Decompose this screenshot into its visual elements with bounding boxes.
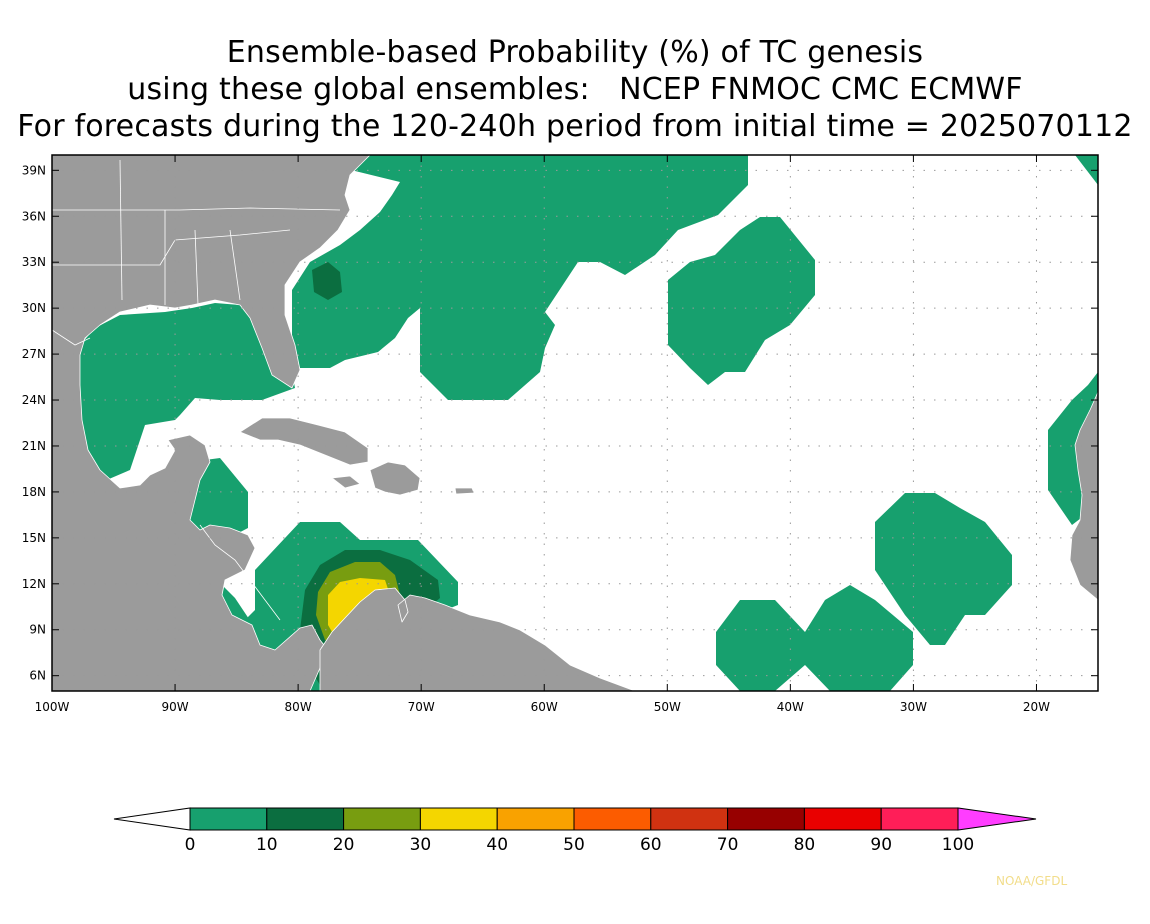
colorbar-swatch — [573, 807, 652, 831]
lat-tick-label: 9N — [29, 623, 46, 637]
land-south-america — [319, 587, 636, 691]
border-central-america — [199, 524, 281, 621]
title-line-1: Ensemble-based Probability (%) of TC gen… — [226, 35, 924, 70]
colorbar-swatch — [266, 807, 345, 831]
land-jamaica — [331, 475, 361, 489]
border-us-mexico — [52, 329, 91, 346]
title-line-2: using these global ensembles: NCEP FNMOC… — [127, 72, 1023, 107]
land-masses — [52, 155, 1098, 691]
longitude-axis: 100W 90W 80W 70W 60W 50W 40W 30W 20W — [35, 155, 1050, 714]
land-africa — [1069, 391, 1098, 601]
region-central-atlantic — [668, 217, 815, 385]
lat-tick-label: 6N — [29, 669, 46, 683]
lat-tick-label: 12N — [22, 577, 46, 591]
lon-tick-label: 80W — [285, 700, 312, 714]
colorbar-label: 60 — [640, 835, 662, 855]
lat-tick-label: 27N — [22, 347, 46, 361]
lat-tick-label: 33N — [22, 255, 46, 269]
lat-tick-label: 21N — [22, 439, 46, 453]
colorbar-label: 100 — [942, 835, 974, 855]
border-state-columns-4 — [229, 229, 241, 301]
map-title: Ensemble-based Probability (%) of TC gen… — [0, 34, 1150, 145]
colorbar-swatch — [343, 807, 421, 831]
credit-text: NOAA/GFDL — [996, 874, 1068, 888]
lon-tick-label: 100W — [35, 700, 70, 714]
colorbar-label: 10 — [256, 835, 278, 855]
colorbar-under-arrow — [113, 807, 191, 831]
colorbar-label: 20 — [333, 835, 355, 855]
lon-tick-label: 20W — [1023, 700, 1050, 714]
colorbar-label: 90 — [870, 835, 892, 855]
region-tropical-atlantic-east — [875, 493, 1012, 645]
lat-tick-label: 39N — [22, 163, 46, 177]
map-plot-area — [52, 155, 1098, 691]
lat-tick-label: 24N — [22, 393, 46, 407]
lon-tick-label: 70W — [408, 700, 435, 714]
colorbar-swatch — [803, 807, 882, 831]
colorbar-label: 40 — [486, 835, 508, 855]
region-bay-of-campeche — [190, 458, 248, 540]
region-gulf-of-mexico — [52, 303, 295, 495]
lat-tick-label: 30N — [22, 301, 46, 315]
colorbar-swatch — [419, 807, 498, 831]
colorbar-over-arrow — [957, 807, 1037, 831]
lon-tick-label: 60W — [531, 700, 558, 714]
colorbar-label: 80 — [794, 835, 816, 855]
lon-tick-label: 50W — [654, 700, 681, 714]
region-northeast-corner — [1075, 155, 1098, 185]
region-tropical-atlantic-central — [805, 585, 913, 691]
border-state-columns — [119, 159, 123, 301]
colorbar-label: 30 — [410, 835, 432, 855]
colorbar-swatch — [496, 807, 575, 831]
colorbar-label: 0 — [185, 835, 196, 855]
lat-tick-label: 18N — [22, 485, 46, 499]
latitude-axis: 39N 36N 33N 30N 27N 24N 21N 18N 15N 12N 9N 6N — [22, 163, 1098, 683]
region-us-east-coast — [290, 155, 748, 400]
land-puerto-rico — [454, 487, 475, 495]
lat-tick-label: 15N — [22, 531, 46, 545]
border-state-columns-3 — [194, 229, 199, 306]
colorbar-swatch — [189, 807, 268, 831]
lon-tick-label: 40W — [777, 700, 804, 714]
lon-tick-label: 30W — [900, 700, 927, 714]
colorbar-swatch — [880, 807, 959, 831]
lon-tick-label: 90W — [161, 700, 188, 714]
colorbar-swatch — [727, 807, 805, 831]
map-frame — [51, 154, 1099, 692]
title-line-3: For forecasts during the 120-240h period… — [17, 109, 1133, 144]
border-us-lines — [52, 207, 341, 211]
land-north-america — [52, 155, 371, 691]
colorbar-label: 70 — [717, 835, 739, 855]
region-off-carolinas — [312, 262, 342, 300]
lat-tick-label: 36N — [22, 209, 46, 223]
colorbar-swatch — [650, 807, 729, 831]
land-cuba — [239, 417, 369, 466]
colorbar-label: 50 — [563, 835, 585, 855]
land-hispaniola — [369, 461, 421, 496]
colorbar: 0 10 20 30 40 50 60 70 80 90 100 — [113, 807, 1037, 855]
region-tropical-atlantic-west — [716, 600, 805, 691]
grid-lines — [52, 155, 1098, 691]
